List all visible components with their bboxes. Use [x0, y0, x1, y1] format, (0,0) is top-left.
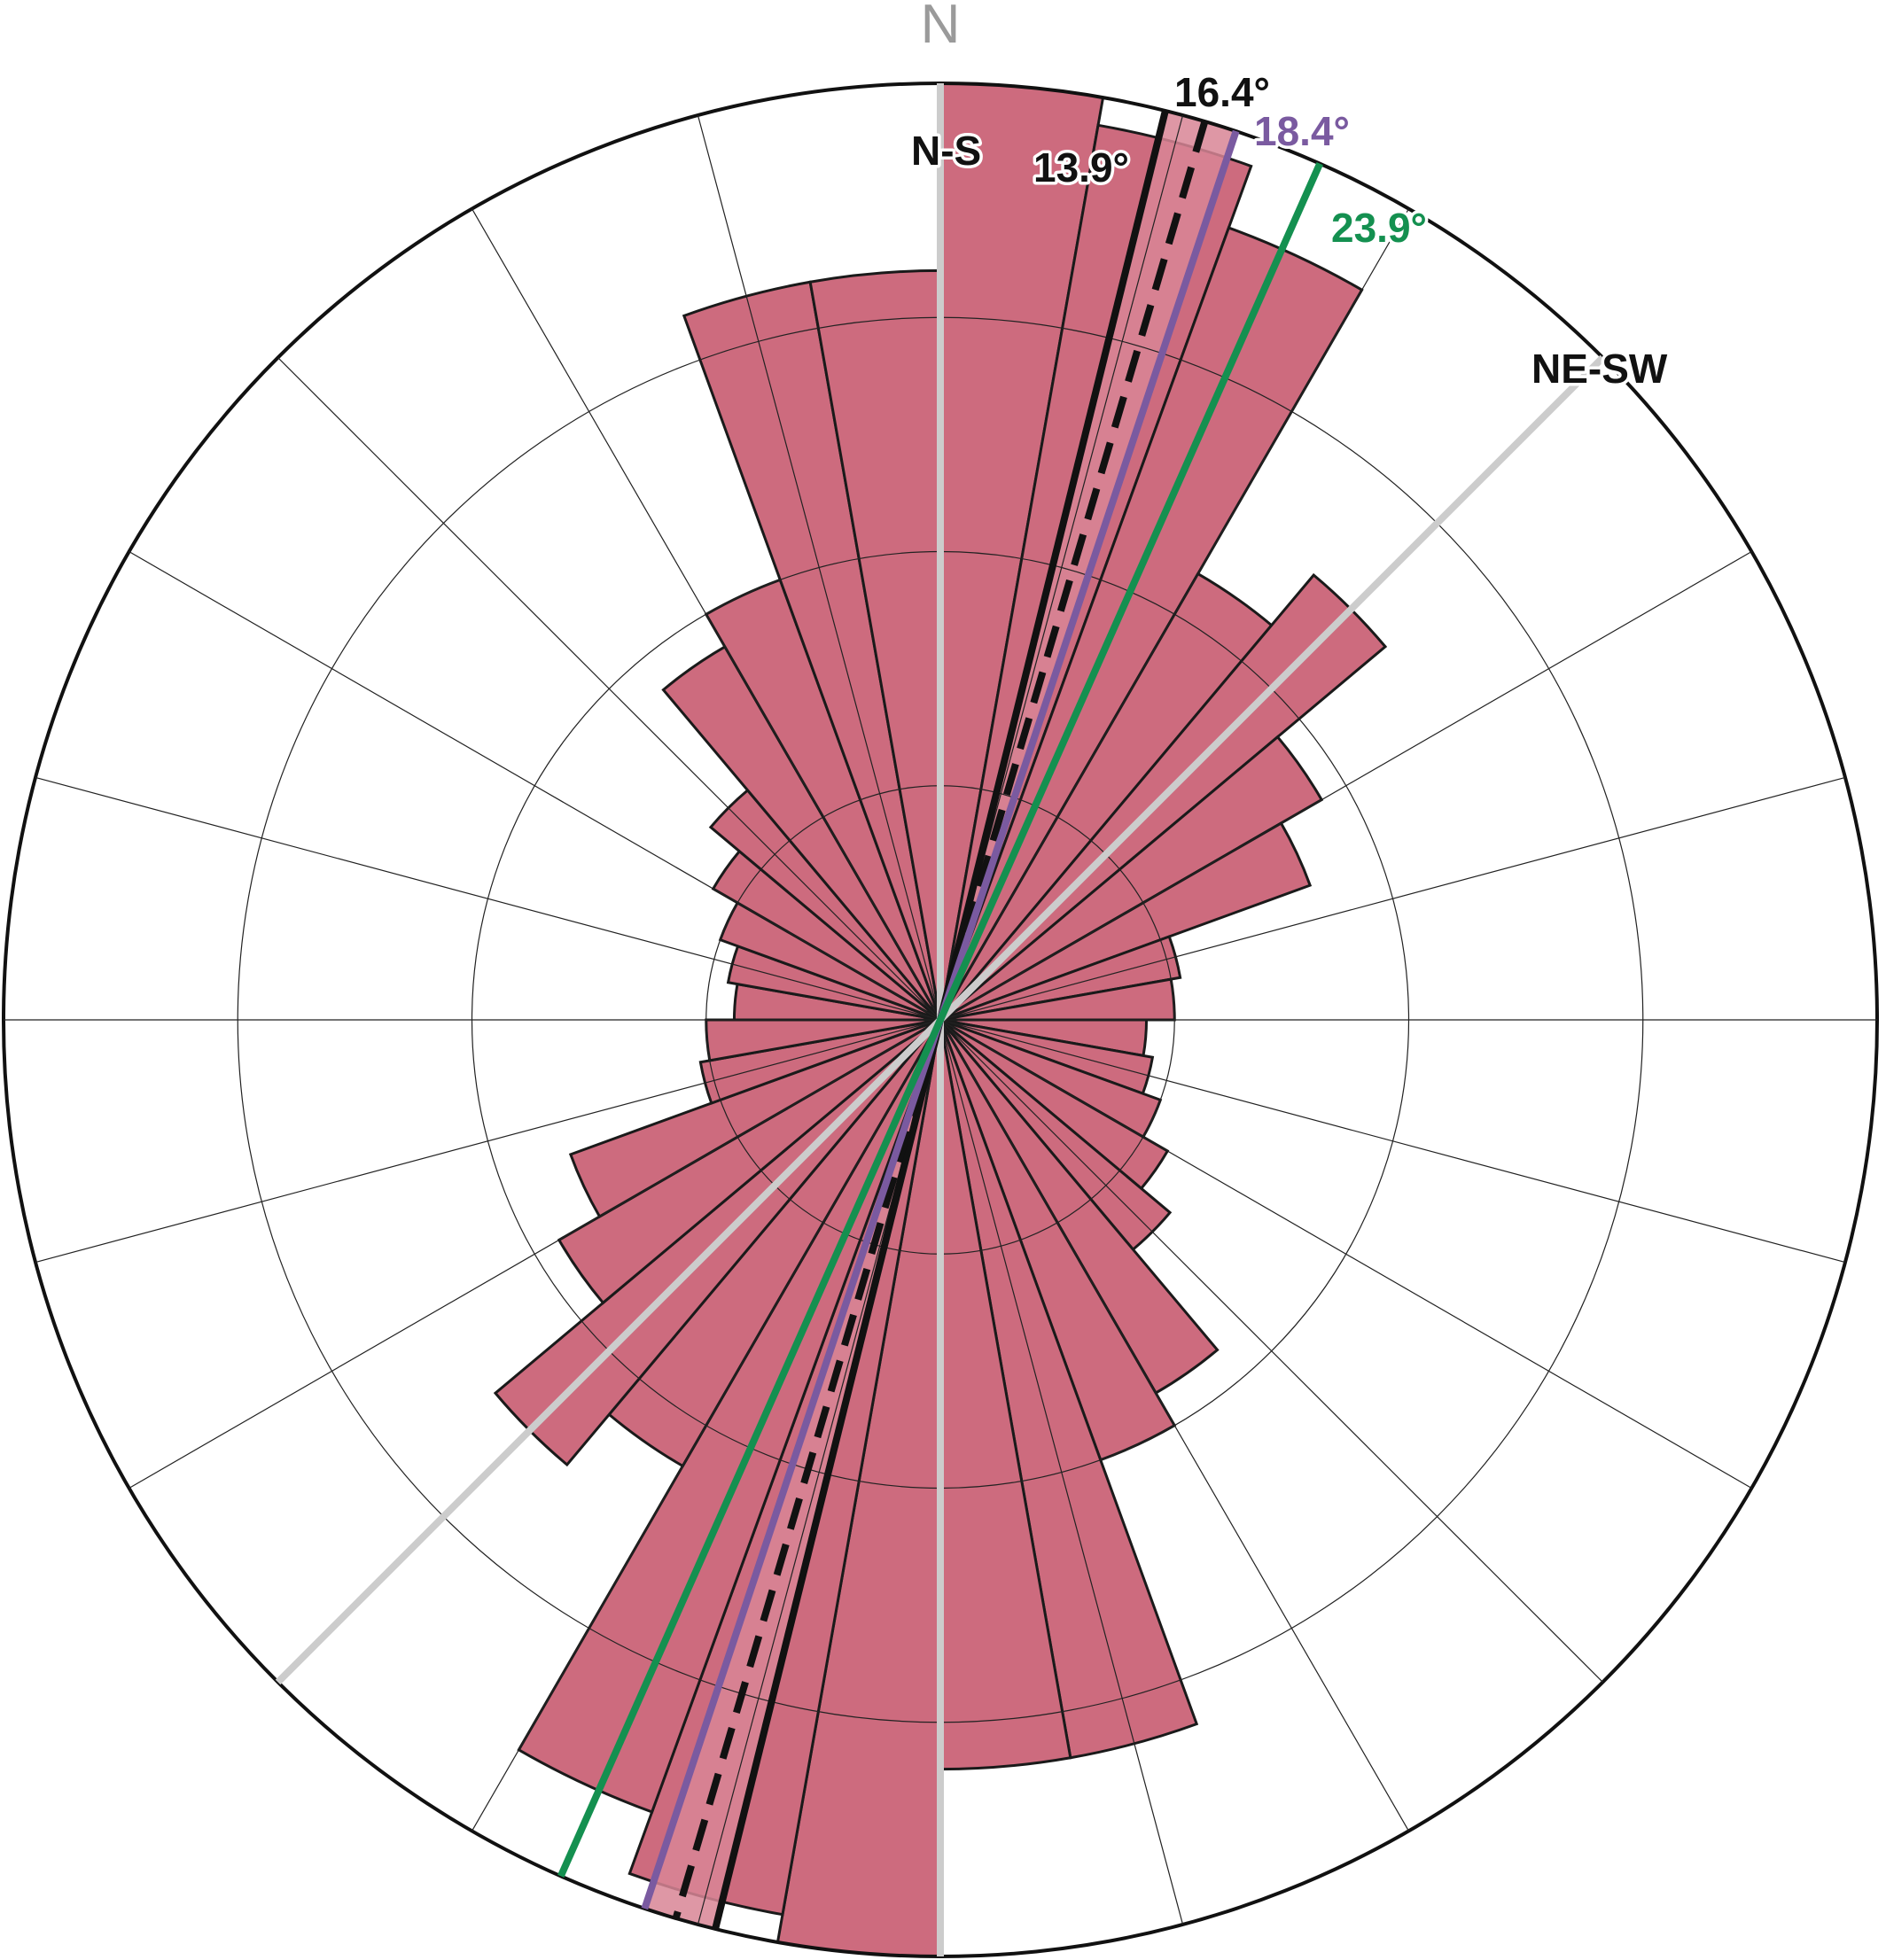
mean-line-23.9 — [557, 162, 1323, 1878]
grid-spoke — [939, 776, 1846, 1021]
grid-spoke — [939, 1019, 1752, 1489]
grid-spoke — [35, 776, 941, 1021]
grid-spoke — [697, 114, 941, 1021]
label-mean-23.9: 23.9° — [1331, 205, 1427, 251]
grid-spoke — [939, 208, 1410, 1021]
grid-spoke — [939, 1019, 1603, 1683]
grid-spoke — [939, 550, 1752, 1021]
grid-spoke — [471, 208, 941, 1021]
label-n-s: N-S — [911, 128, 981, 174]
grid-spoke — [939, 1019, 1410, 1832]
label-ne-sw: NE-SW — [1531, 346, 1668, 392]
grid-spoke — [939, 1019, 1846, 1264]
mean-direction-lines — [557, 109, 1323, 1931]
labels: N N-S NE-SW 13.9° 16.4°18.4° 23.9° — [908, 0, 1672, 395]
grid-spoke — [129, 1019, 941, 1489]
grid-spoke — [129, 550, 941, 1021]
grid-spoke — [939, 1019, 1184, 1925]
grid-spoke — [35, 1019, 941, 1264]
label-mean-16.4: 16.4° — [1174, 69, 1270, 115]
grid-spoke — [277, 357, 941, 1021]
grid-spoke — [471, 1019, 941, 1832]
north-label: N — [921, 0, 961, 55]
label-mean-13.9: 13.9° — [1033, 144, 1129, 191]
label-mean-18.4: 18.4° — [1254, 108, 1350, 154]
